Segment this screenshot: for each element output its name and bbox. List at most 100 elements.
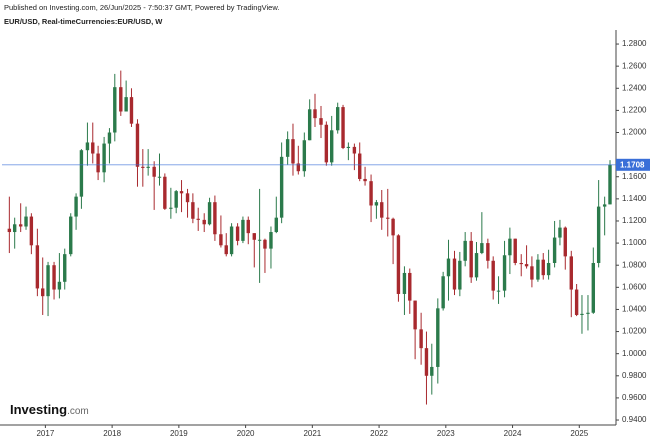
- candle-body: [52, 265, 56, 290]
- candle-body: [179, 191, 184, 194]
- candle-body: [85, 142, 90, 151]
- y-tick-label: 1.2000: [622, 128, 647, 137]
- x-tick-label: 2022: [370, 429, 388, 438]
- last-price-label: 1.1708: [620, 160, 645, 169]
- y-tick-label: 1.0000: [622, 349, 647, 358]
- candle-body: [63, 254, 67, 282]
- candle-body: [352, 146, 357, 154]
- logo-suffix: .com: [67, 406, 89, 417]
- candle-body: [141, 166, 145, 168]
- candle-body: [580, 313, 584, 315]
- candle-body: [329, 130, 334, 163]
- candle-body: [285, 139, 290, 157]
- candle-body: [430, 366, 434, 376]
- candle-body: [396, 235, 401, 294]
- candle-body: [419, 329, 423, 349]
- candle-body: [458, 260, 462, 290]
- candle-body: [7, 228, 12, 233]
- candle-body: [346, 146, 351, 148]
- candle-body: [274, 217, 278, 233]
- candle-body: [519, 262, 523, 265]
- candle-body: [102, 143, 106, 173]
- candle-body: [91, 142, 95, 154]
- y-tick-label: 1.2400: [622, 83, 647, 92]
- candle-body: [213, 202, 217, 235]
- candle-body: [252, 233, 256, 240]
- y-tick-label: 0.9400: [622, 415, 647, 424]
- candle-body: [324, 124, 329, 163]
- candle-body: [508, 238, 512, 256]
- candle-body: [185, 193, 190, 203]
- candle-body: [546, 262, 551, 276]
- candle-body: [536, 259, 540, 280]
- candle-body: [57, 281, 62, 290]
- x-tick-label: 2024: [504, 429, 522, 438]
- y-tick-label: 1.1200: [622, 216, 647, 225]
- candle-body: [319, 118, 323, 125]
- candle-body: [596, 206, 601, 263]
- candle-body: [391, 218, 395, 236]
- candle-body: [496, 290, 501, 292]
- candle-body: [169, 207, 173, 209]
- x-tick-label: 2023: [437, 429, 455, 438]
- y-tick-label: 1.0800: [622, 260, 647, 269]
- x-tick-label: 2025: [570, 429, 588, 438]
- candle-body: [146, 166, 150, 168]
- candle-body: [69, 216, 73, 255]
- candle-body: [363, 178, 367, 182]
- candle-body: [174, 191, 178, 208]
- candle-body: [502, 255, 507, 291]
- y-tick-label: 1.2800: [622, 39, 647, 48]
- candle-body: [41, 288, 45, 297]
- y-tick-label: 1.0400: [622, 305, 647, 314]
- y-tick-label: 1.0600: [622, 282, 647, 291]
- candle-body: [74, 196, 78, 217]
- candle-body: [46, 265, 50, 297]
- candle-body: [302, 140, 307, 172]
- symbol-title: EUR/USD, Real-timeCurrencies:EUR/USD, W: [4, 17, 163, 26]
- candle-body: [279, 156, 284, 218]
- candle-body: [474, 253, 479, 278]
- candle-body: [263, 239, 267, 249]
- candle-body: [296, 163, 301, 172]
- candle-body: [191, 202, 195, 219]
- logo-brand: Investing.com: [10, 402, 89, 417]
- y-tick-label: 0.9800: [622, 371, 647, 380]
- candle-body: [135, 123, 140, 167]
- last-price-box: [616, 158, 650, 171]
- candle-body: [257, 239, 262, 241]
- candle-body: [480, 243, 484, 254]
- candle-body: [563, 227, 567, 257]
- candle-body: [552, 237, 557, 263]
- candle-body: [602, 204, 607, 207]
- candle-body: [307, 109, 312, 141]
- y-tick-label: 1.2600: [622, 61, 647, 70]
- candle-body: [35, 245, 40, 289]
- candle-body: [408, 272, 412, 301]
- candle-body: [129, 97, 134, 124]
- candle-body: [107, 132, 112, 144]
- published-note: Published on Investing.com, 26/Jun/2025 …: [4, 3, 279, 12]
- candle-body: [530, 266, 534, 280]
- candle-body: [424, 348, 429, 376]
- candle-body: [513, 238, 517, 263]
- x-tick-label: 2018: [103, 429, 121, 438]
- logo-brand-text: Investing: [10, 402, 67, 417]
- candle-body: [163, 176, 167, 209]
- x-tick-label: 2019: [170, 429, 188, 438]
- candle-body: [402, 272, 407, 294]
- candle-body: [269, 232, 273, 249]
- candle-body: [486, 243, 490, 261]
- y-tick-label: 1.0200: [622, 327, 647, 336]
- x-tick-label: 2020: [237, 429, 255, 438]
- candle-body: [591, 262, 596, 313]
- candle-body: [574, 289, 579, 315]
- candle-body: [119, 87, 123, 112]
- candle-body: [374, 202, 379, 206]
- candle-body: [157, 176, 162, 178]
- candle-body: [436, 308, 440, 367]
- candle-body: [441, 276, 445, 309]
- candle-body: [224, 245, 228, 255]
